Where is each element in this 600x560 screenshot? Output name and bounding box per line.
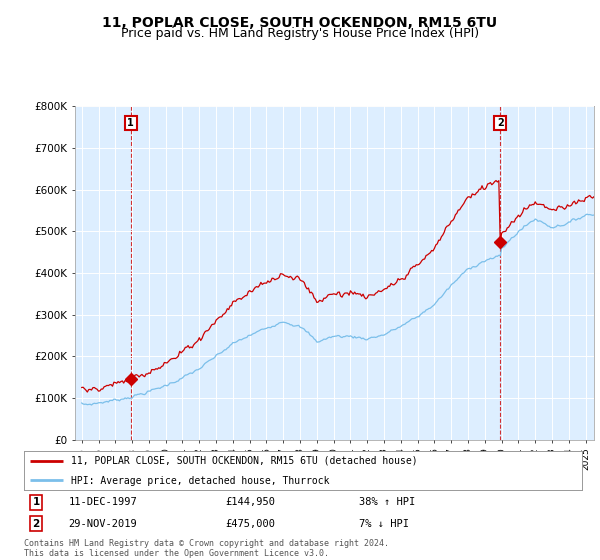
Text: 7% ↓ HPI: 7% ↓ HPI xyxy=(359,519,409,529)
Text: 38% ↑ HPI: 38% ↑ HPI xyxy=(359,497,415,507)
Text: 11, POPLAR CLOSE, SOUTH OCKENDON, RM15 6TU (detached house): 11, POPLAR CLOSE, SOUTH OCKENDON, RM15 6… xyxy=(71,456,418,466)
Text: 11, POPLAR CLOSE, SOUTH OCKENDON, RM15 6TU: 11, POPLAR CLOSE, SOUTH OCKENDON, RM15 6… xyxy=(103,16,497,30)
Text: 1: 1 xyxy=(32,497,40,507)
Text: Contains HM Land Registry data © Crown copyright and database right 2024.
This d: Contains HM Land Registry data © Crown c… xyxy=(24,539,389,558)
Text: 1: 1 xyxy=(127,118,134,128)
Text: 2: 2 xyxy=(32,519,40,529)
Text: HPI: Average price, detached house, Thurrock: HPI: Average price, detached house, Thur… xyxy=(71,475,330,486)
Text: Price paid vs. HM Land Registry's House Price Index (HPI): Price paid vs. HM Land Registry's House … xyxy=(121,27,479,40)
Text: 29-NOV-2019: 29-NOV-2019 xyxy=(68,519,137,529)
Text: £144,950: £144,950 xyxy=(225,497,275,507)
Text: 11-DEC-1997: 11-DEC-1997 xyxy=(68,497,137,507)
Text: 2: 2 xyxy=(497,118,503,128)
Text: £475,000: £475,000 xyxy=(225,519,275,529)
